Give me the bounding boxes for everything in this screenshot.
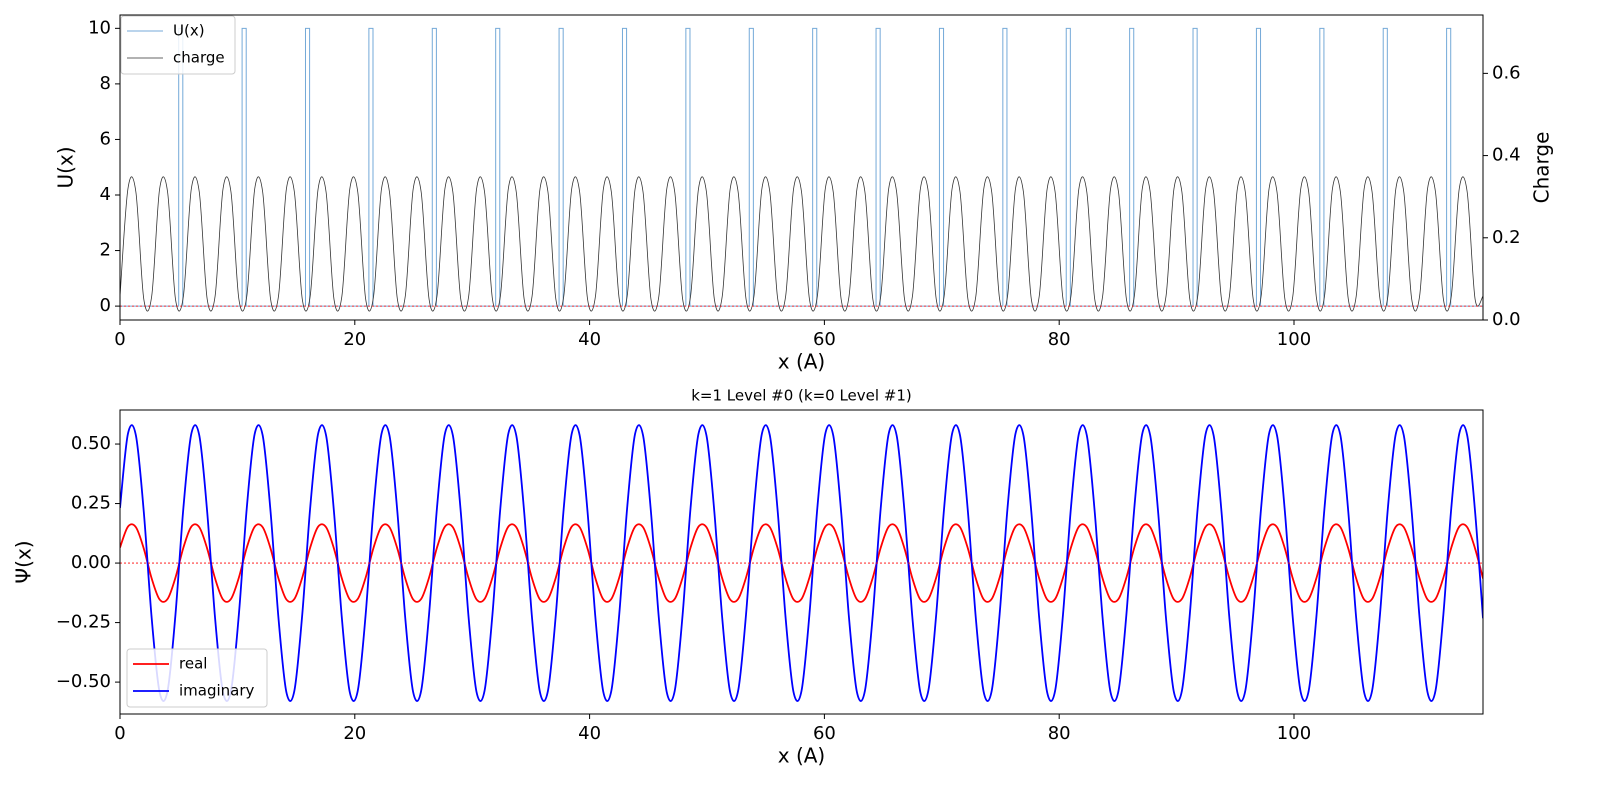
legend-label: imaginary <box>179 682 255 700</box>
legend: U(x) charge <box>120 15 236 75</box>
x-tick-label: 100 <box>1277 723 1311 744</box>
x-tick-label: 20 <box>343 723 366 744</box>
y-tick-label: 10 <box>88 17 111 38</box>
y-tick-label: 0 <box>100 295 111 316</box>
y-tick-label: 2 <box>100 240 111 261</box>
y-tick-label: 4 <box>100 184 111 205</box>
plot-area <box>120 27 1483 312</box>
x-tick-label: 40 <box>578 329 601 350</box>
subplot: k=1 Level #0 (k=0 Level #1) 0 20 40 60 80 100 −… <box>12 387 1484 768</box>
x-tick-label: 80 <box>1048 723 1071 744</box>
series-line <box>120 424 1483 702</box>
series-line <box>120 176 1483 312</box>
legend-label: charge <box>173 49 225 67</box>
subplot: 0 20 40 60 80 100 0 2 4 6 8 10 0.0 0.2 0.4 0.6 x (A) U(x)… <box>54 14 1554 374</box>
y2-tick-label: 0.2 <box>1492 227 1521 248</box>
subplot-title: k=1 Level #0 (k=0 Level #1) <box>691 387 912 405</box>
y-tick-label: 0.25 <box>71 493 111 514</box>
axes-frame <box>119 409 1484 715</box>
x-tick-label: 40 <box>578 723 601 744</box>
x-tick-label: 0 <box>114 723 125 744</box>
axes-frame <box>119 14 1484 321</box>
x-tick-label: 60 <box>813 329 836 350</box>
y-tick-label: −0.25 <box>56 612 111 633</box>
legend-label: real <box>179 655 207 673</box>
y-tick-label: 8 <box>100 73 111 94</box>
x-axis-label: x (A) <box>778 350 825 374</box>
y2-tick-label: 0.4 <box>1492 145 1521 166</box>
x-tick-label: 80 <box>1048 329 1071 350</box>
y2-axis-label: Charge <box>1530 132 1554 204</box>
y2-tick-label: 0.6 <box>1492 62 1521 83</box>
y-tick-label: 6 <box>100 128 111 149</box>
x-axis-label: x (A) <box>778 744 825 768</box>
y-axis-label: Ψ(x) <box>12 540 36 583</box>
y2-tick-label: 0.0 <box>1492 309 1521 330</box>
legend: real imaginary <box>126 648 268 708</box>
plot-area <box>120 424 1483 702</box>
series-line <box>120 523 1483 603</box>
x-tick-label: 100 <box>1277 329 1311 350</box>
series-line <box>120 27 1483 307</box>
x-tick-label: 20 <box>343 329 366 350</box>
x-tick-label: 60 <box>813 723 836 744</box>
x-tick-label: 0 <box>114 329 125 350</box>
y-tick-label: 0.00 <box>71 552 111 573</box>
y-axis-label: U(x) <box>54 146 78 188</box>
y-tick-label: −0.50 <box>56 671 111 692</box>
y-tick-label: 0.50 <box>71 433 111 454</box>
legend-label: U(x) <box>173 22 205 40</box>
